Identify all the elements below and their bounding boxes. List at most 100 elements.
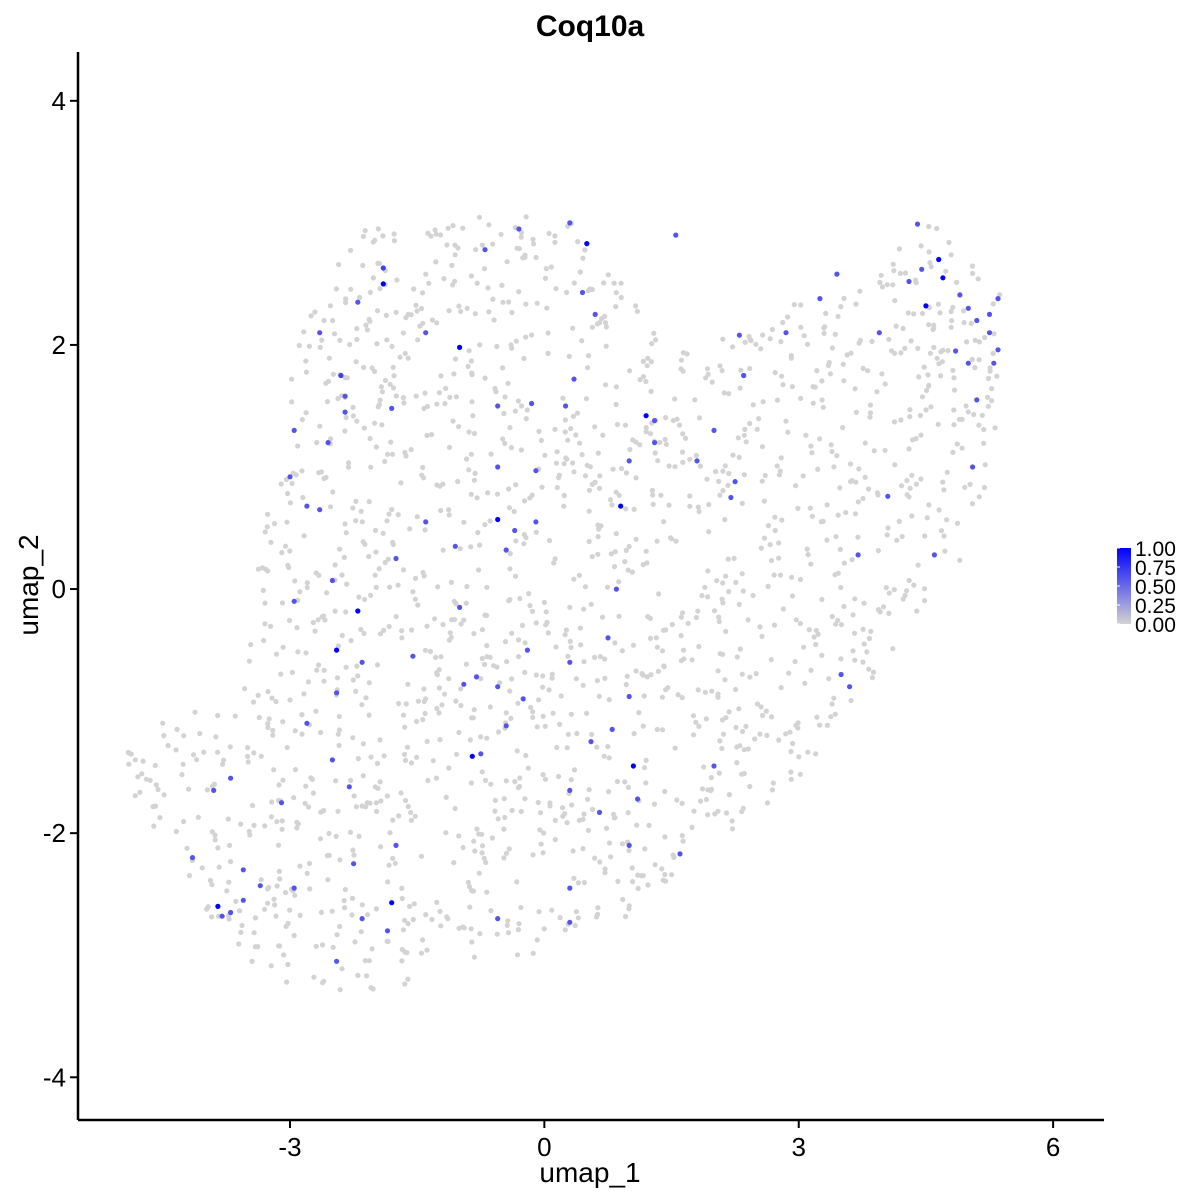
expressing-cell-point xyxy=(914,221,921,227)
cell-point xyxy=(625,784,632,791)
cell-point xyxy=(184,845,190,851)
cell-point xyxy=(722,677,728,683)
cell-point xyxy=(180,761,186,767)
cell-point xyxy=(743,723,749,730)
cell-point xyxy=(764,800,771,806)
cell-point xyxy=(674,416,680,422)
cell-point xyxy=(450,223,456,229)
cell-point xyxy=(921,364,927,370)
cell-point xyxy=(826,676,832,682)
cell-point xyxy=(384,793,390,799)
cell-point xyxy=(513,538,519,544)
cell-point xyxy=(678,633,684,639)
cell-point xyxy=(484,643,490,649)
expressing-cell-point xyxy=(906,278,912,285)
cell-point xyxy=(451,598,457,605)
cell-point xyxy=(326,378,332,384)
cell-point xyxy=(307,886,313,892)
cell-point xyxy=(519,403,525,409)
cell-point xyxy=(954,441,960,447)
cell-point xyxy=(761,535,768,541)
cell-point xyxy=(153,782,159,788)
cell-point xyxy=(576,572,583,578)
expressing-cell-point xyxy=(334,958,340,964)
expressing-cell-point xyxy=(257,883,263,889)
expressing-cell-point xyxy=(995,296,1001,302)
cell-point xyxy=(867,410,874,416)
cell-point xyxy=(516,289,522,295)
cell-point xyxy=(225,816,231,822)
cell-point xyxy=(856,466,862,472)
expressing-cell-point xyxy=(329,577,335,584)
cell-point xyxy=(538,841,544,847)
cell-point xyxy=(173,747,179,753)
colorbar xyxy=(1117,548,1131,624)
cell-point xyxy=(413,393,419,399)
cell-point xyxy=(589,324,596,330)
cell-point xyxy=(320,980,326,986)
cell-point xyxy=(575,915,581,921)
expressing-cell-point xyxy=(694,458,700,464)
cell-point xyxy=(552,426,558,432)
cell-point xyxy=(931,344,937,350)
cell-point xyxy=(328,436,334,442)
cell-point xyxy=(474,495,480,501)
cell-point xyxy=(551,560,557,566)
cell-point xyxy=(650,492,656,498)
cell-point xyxy=(866,486,872,492)
cell-point xyxy=(614,778,621,785)
cell-point xyxy=(446,765,452,771)
cell-point xyxy=(515,700,521,706)
cell-point xyxy=(514,748,520,754)
cell-point xyxy=(325,877,331,883)
cell-point xyxy=(468,491,474,497)
expressing-cell-point xyxy=(228,909,234,916)
cell-point xyxy=(161,733,167,739)
cell-point xyxy=(334,675,341,681)
cell-point xyxy=(382,559,388,566)
cell-point xyxy=(633,668,639,674)
cell-point xyxy=(452,252,458,258)
cell-point xyxy=(705,568,711,574)
cell-point xyxy=(468,926,474,932)
cell-point xyxy=(465,879,471,886)
cell-point xyxy=(436,710,442,716)
cell-point xyxy=(612,549,618,555)
cell-point xyxy=(819,596,825,603)
cell-point xyxy=(452,805,458,812)
cell-point xyxy=(516,921,522,927)
expressing-cell-point xyxy=(384,928,391,934)
cell-point xyxy=(346,460,352,466)
cell-point xyxy=(502,440,508,446)
cell-point xyxy=(511,508,517,515)
cell-point xyxy=(654,644,661,650)
cell-point xyxy=(919,310,926,316)
cell-point xyxy=(505,918,511,924)
cell-point xyxy=(405,803,411,810)
cell-point xyxy=(414,754,420,760)
cell-point xyxy=(337,546,343,552)
cell-point xyxy=(272,902,278,908)
cell-point xyxy=(402,757,409,764)
cell-point xyxy=(418,305,425,312)
cell-point xyxy=(482,612,488,618)
cell-point xyxy=(572,922,578,929)
cell-point xyxy=(410,916,416,923)
cell-point xyxy=(444,242,450,248)
cell-point xyxy=(395,582,401,588)
cell-point xyxy=(969,356,975,363)
cell-point xyxy=(693,452,700,459)
cell-point xyxy=(951,422,957,428)
cell-point xyxy=(438,507,444,514)
cell-point xyxy=(956,416,963,422)
cell-point xyxy=(655,668,662,675)
cell-point xyxy=(303,410,309,416)
cell-point xyxy=(695,687,701,693)
cell-point xyxy=(753,341,759,347)
cell-point xyxy=(321,808,327,814)
cell-point xyxy=(514,952,521,958)
cell-point xyxy=(892,462,898,468)
cell-point xyxy=(603,324,610,330)
cell-point xyxy=(834,453,840,459)
cell-point xyxy=(805,552,811,558)
